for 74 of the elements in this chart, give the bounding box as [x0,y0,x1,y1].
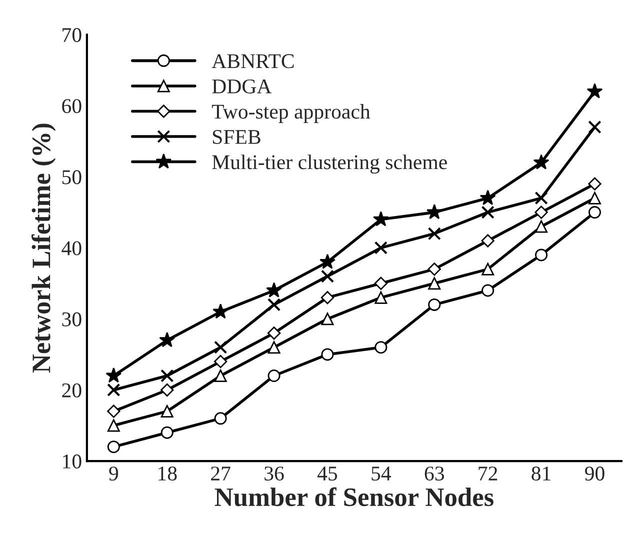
point [428,262,441,276]
point [374,341,388,354]
point [534,206,548,219]
legend-label: SFEB [212,130,260,144]
point [266,282,282,298]
y-tick-label: 30 [62,312,82,326]
point [481,234,494,248]
point [320,291,334,304]
point [107,440,120,454]
point [160,383,174,397]
point [428,298,441,311]
point [267,298,281,312]
legend-label: Two-step approach [212,104,370,123]
point [428,277,441,290]
x-tick-label: 54 [372,466,392,481]
x-tick-label: 9 [109,466,118,481]
point [212,303,229,319]
point [588,192,601,204]
x-tick-label: 81 [532,466,550,481]
point [159,332,176,348]
point [321,312,334,326]
legend-label: DDGA [212,79,272,94]
y-tick-label: 50 [62,170,82,184]
y-tick-label: 40 [62,241,82,256]
point [160,426,174,439]
x-tick-label: 18 [158,466,177,481]
point [268,341,280,354]
point [586,83,603,98]
point [374,241,388,254]
point [535,248,548,262]
point [214,412,227,425]
x-tick-label: 27 [211,466,230,480]
point [374,291,388,304]
x-axis-title: Number of Sensor Nodes [214,487,494,506]
point [107,383,120,397]
point [588,177,602,190]
y-tick-label: 60 [62,99,82,114]
x-tick-label: 45 [317,466,338,481]
point [480,190,496,205]
x-tick-label: 36 [264,466,284,481]
point [372,211,389,226]
point [321,348,334,361]
point [482,284,494,297]
point [320,270,334,283]
point [106,367,122,383]
y-axis-title: Network Lifetime (%) [31,124,56,373]
point [160,369,174,382]
point [482,262,494,276]
point [320,254,336,269]
point [588,206,601,219]
point [107,404,120,418]
point [374,276,388,290]
x-tick-label: 90 [584,466,604,481]
legend-label: ABNRTC [212,54,294,68]
point [214,354,228,368]
x-tick-label: 72 [478,466,498,480]
point [533,154,550,170]
point [535,220,548,233]
y-tick-label: 10 [63,454,82,468]
point [588,120,602,134]
point [107,419,120,432]
point [426,204,442,220]
point [214,340,228,354]
point [160,405,174,418]
y-tick-label: 20 [62,383,82,398]
point [268,370,280,382]
point [428,227,441,240]
point [214,370,227,382]
point [267,326,281,340]
point [534,192,548,205]
y-tick-label: 70 [62,28,82,42]
point [481,206,494,219]
x-tick-label: 63 [424,466,444,481]
legend-label: Multi-tier clustering scheme [212,154,447,174]
